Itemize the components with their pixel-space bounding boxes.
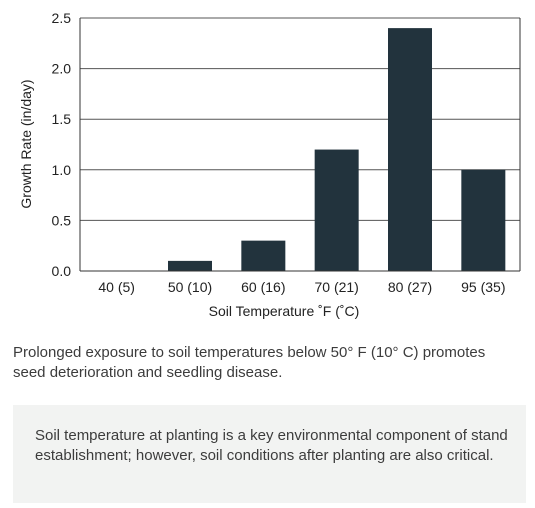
y-tick-label: 1.0	[52, 162, 72, 178]
y-axis-title: Growth Rate (in/day)	[18, 79, 34, 208]
bar	[461, 169, 506, 271]
y-tick-labels: 0.0 0.5 1.0 1.5 2.0 2.5	[52, 10, 72, 279]
bar	[314, 149, 359, 271]
x-tick-label: 40 (5)	[98, 279, 135, 295]
x-tick-label: 60 (16)	[241, 279, 285, 295]
chart-bars	[168, 28, 506, 272]
bar	[241, 240, 286, 271]
x-tick-label: 80 (27)	[388, 279, 432, 295]
growth-rate-bar-chart: 0.0 0.5 1.0 1.5 2.0 2.5 40 (5) 50 (10) 60 (16) 7…	[18, 10, 521, 319]
x-tick-label: 70 (21)	[314, 279, 358, 295]
x-tick-label: 50 (10)	[168, 279, 212, 295]
y-tick-label: 2.5	[52, 10, 72, 26]
chart-axes	[79, 18, 521, 272]
bar	[168, 260, 212, 271]
y-tick-label: 1.5	[52, 111, 72, 127]
y-tick-label: 2.0	[52, 61, 72, 77]
y-tick-label: 0.0	[52, 263, 72, 279]
temperature-note: Prolonged exposure to soil temperatures …	[13, 344, 486, 381]
chart-gridlines	[80, 17, 520, 221]
callout-box: Soil temperature at planting is a key en…	[13, 405, 526, 503]
x-tick-labels: 40 (5) 50 (10) 60 (16) 70 (21) 80 (27) 95 (35…	[98, 279, 505, 295]
bar	[388, 28, 432, 272]
callout-text: Soil temperature at planting is a key en…	[35, 427, 508, 464]
y-tick-label: 0.5	[52, 212, 72, 228]
x-axis-title: Soil Temperature ˚F (˚C)	[209, 303, 360, 319]
x-tick-label: 95 (35)	[461, 279, 505, 295]
